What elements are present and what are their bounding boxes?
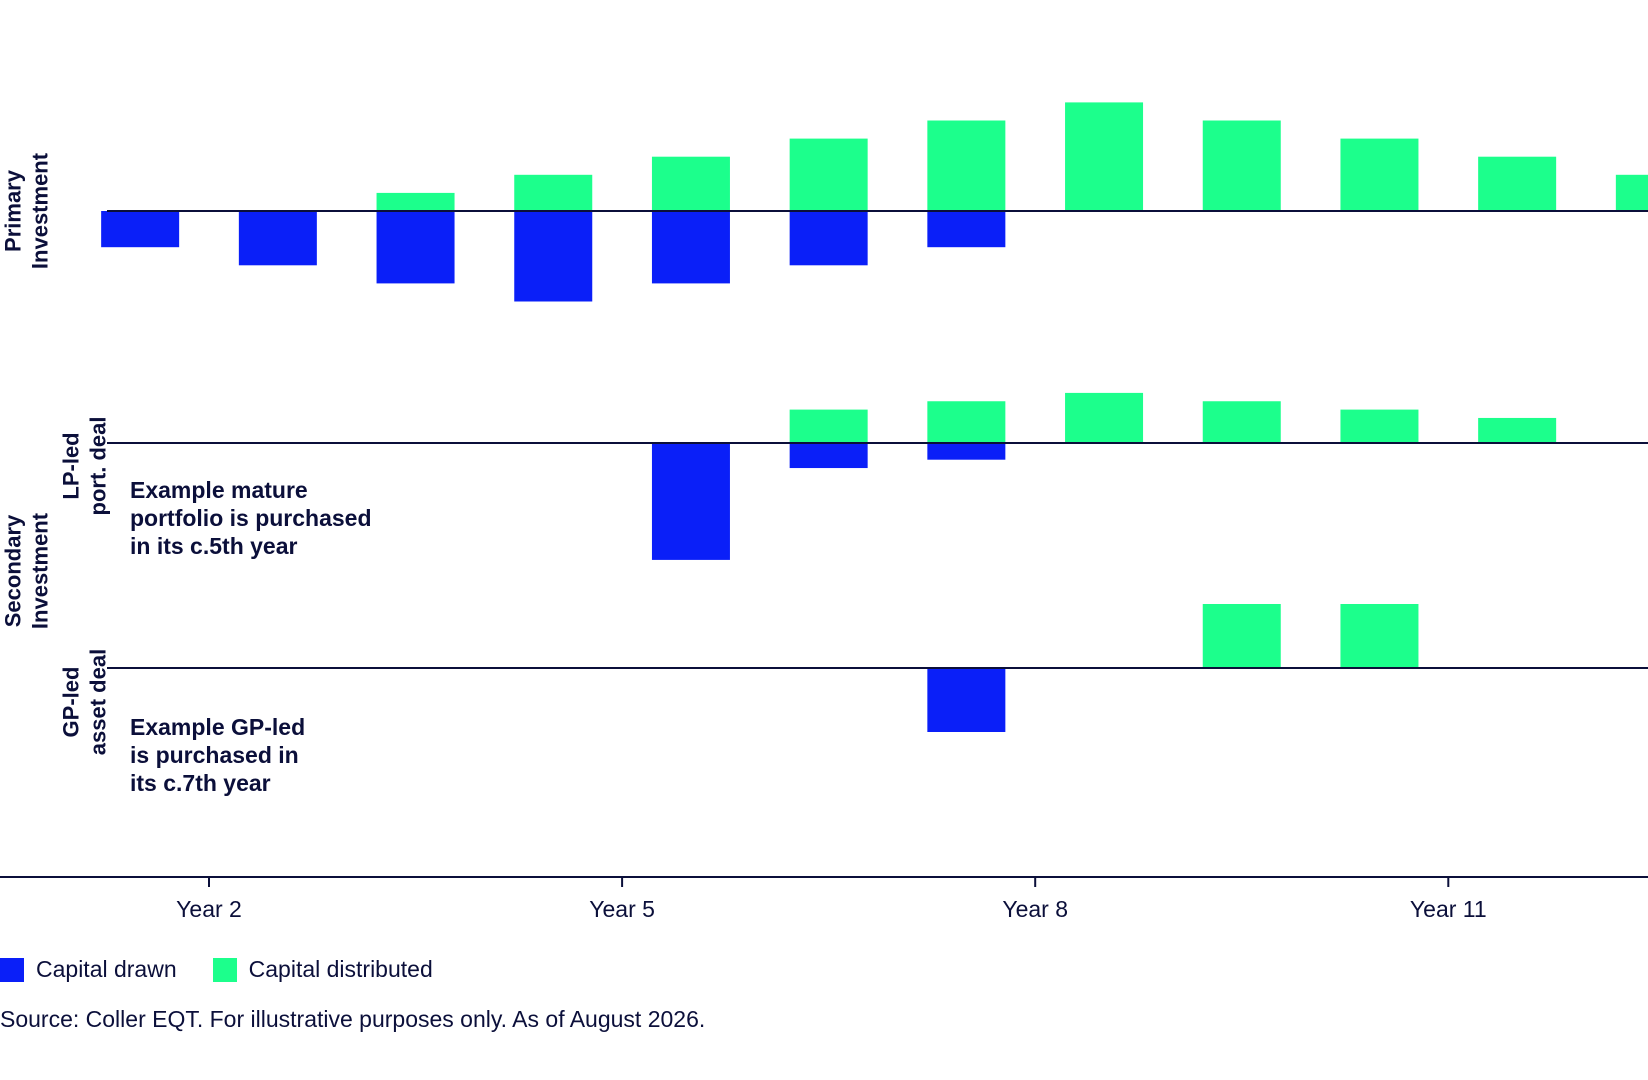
x-tick-label-2: Year 8 xyxy=(1002,896,1068,922)
legend-swatch-distributed xyxy=(212,957,237,982)
x-tick-label-3: Year 11 xyxy=(1410,896,1487,922)
primary-bar-drawn-2 xyxy=(376,211,455,284)
primary-bar-distributed-3 xyxy=(514,174,593,211)
x-tick-label-1: Year 5 xyxy=(589,896,655,922)
x-tick-label-0: Year 2 xyxy=(176,896,242,922)
row-label-gp-led: GP-ledasset deal xyxy=(59,649,111,755)
primary-bar-distributed-11 xyxy=(1615,174,1648,211)
row-label-primary: PrimaryInvestment xyxy=(1,152,53,269)
primary-bar-distributed-10 xyxy=(1478,156,1557,211)
primary-bar-drawn-0 xyxy=(101,211,180,248)
gp-led-bar-distributed-1 xyxy=(1202,604,1281,668)
legend-item-distributed: Capital distributed xyxy=(212,956,433,983)
lp-led-bar-distributed-1 xyxy=(789,409,868,443)
source-note: Source: Coller EQT. For illustrative pur… xyxy=(0,1006,706,1032)
annotation-lp-led: Example mature portfolio is purchased in i… xyxy=(130,477,372,559)
primary-bar-distributed-9 xyxy=(1340,138,1419,211)
legend-item-drawn: Capital drawn xyxy=(0,956,177,983)
lp-led-bar-distributed-4 xyxy=(1202,401,1281,443)
primary-bar-drawn-5 xyxy=(789,211,868,266)
lp-led-bar-distributed-5 xyxy=(1340,409,1419,443)
primary-bar-drawn-3 xyxy=(514,211,593,302)
lp-led-bar-drawn-1 xyxy=(789,443,868,469)
row-label-lp-led: LP-ledport. deal xyxy=(59,416,111,515)
lp-led-bar-distributed-6 xyxy=(1478,417,1557,443)
legend: Capital drawn Capital distributed xyxy=(0,956,469,983)
primary-bar-drawn-6 xyxy=(927,211,1006,248)
legend-swatch-drawn xyxy=(0,957,24,982)
gp-led-bar-drawn-0 xyxy=(927,668,1006,732)
row-label-secondary: SecondaryInvestment xyxy=(1,512,53,629)
primary-bar-distributed-4 xyxy=(651,156,730,211)
primary-bar-drawn-4 xyxy=(651,211,730,284)
lp-led-bar-distributed-2 xyxy=(927,401,1006,443)
lp-led-bar-distributed-3 xyxy=(1065,392,1144,443)
gp-led-bar-distributed-2 xyxy=(1340,604,1419,668)
primary-bar-distributed-2 xyxy=(376,192,455,211)
legend-label-drawn: Capital drawn xyxy=(36,956,177,982)
primary-bar-distributed-6 xyxy=(927,120,1006,211)
primary-bar-distributed-8 xyxy=(1202,120,1281,211)
primary-bar-distributed-5 xyxy=(789,138,868,211)
primary-bar-distributed-7 xyxy=(1065,102,1144,211)
cash-flow-chart: PrimaryInvestment SecondaryInvestmentLP-l… xyxy=(0,102,1648,922)
lp-led-bar-drawn-2 xyxy=(927,443,1006,460)
lp-led-bar-drawn-0 xyxy=(651,443,730,560)
primary-bar-drawn-1 xyxy=(238,211,317,266)
annotation-gp-led: Example GP-led is purchased in its c.7th y… xyxy=(130,714,305,796)
legend-label-distributed: Capital distributed xyxy=(248,956,433,982)
